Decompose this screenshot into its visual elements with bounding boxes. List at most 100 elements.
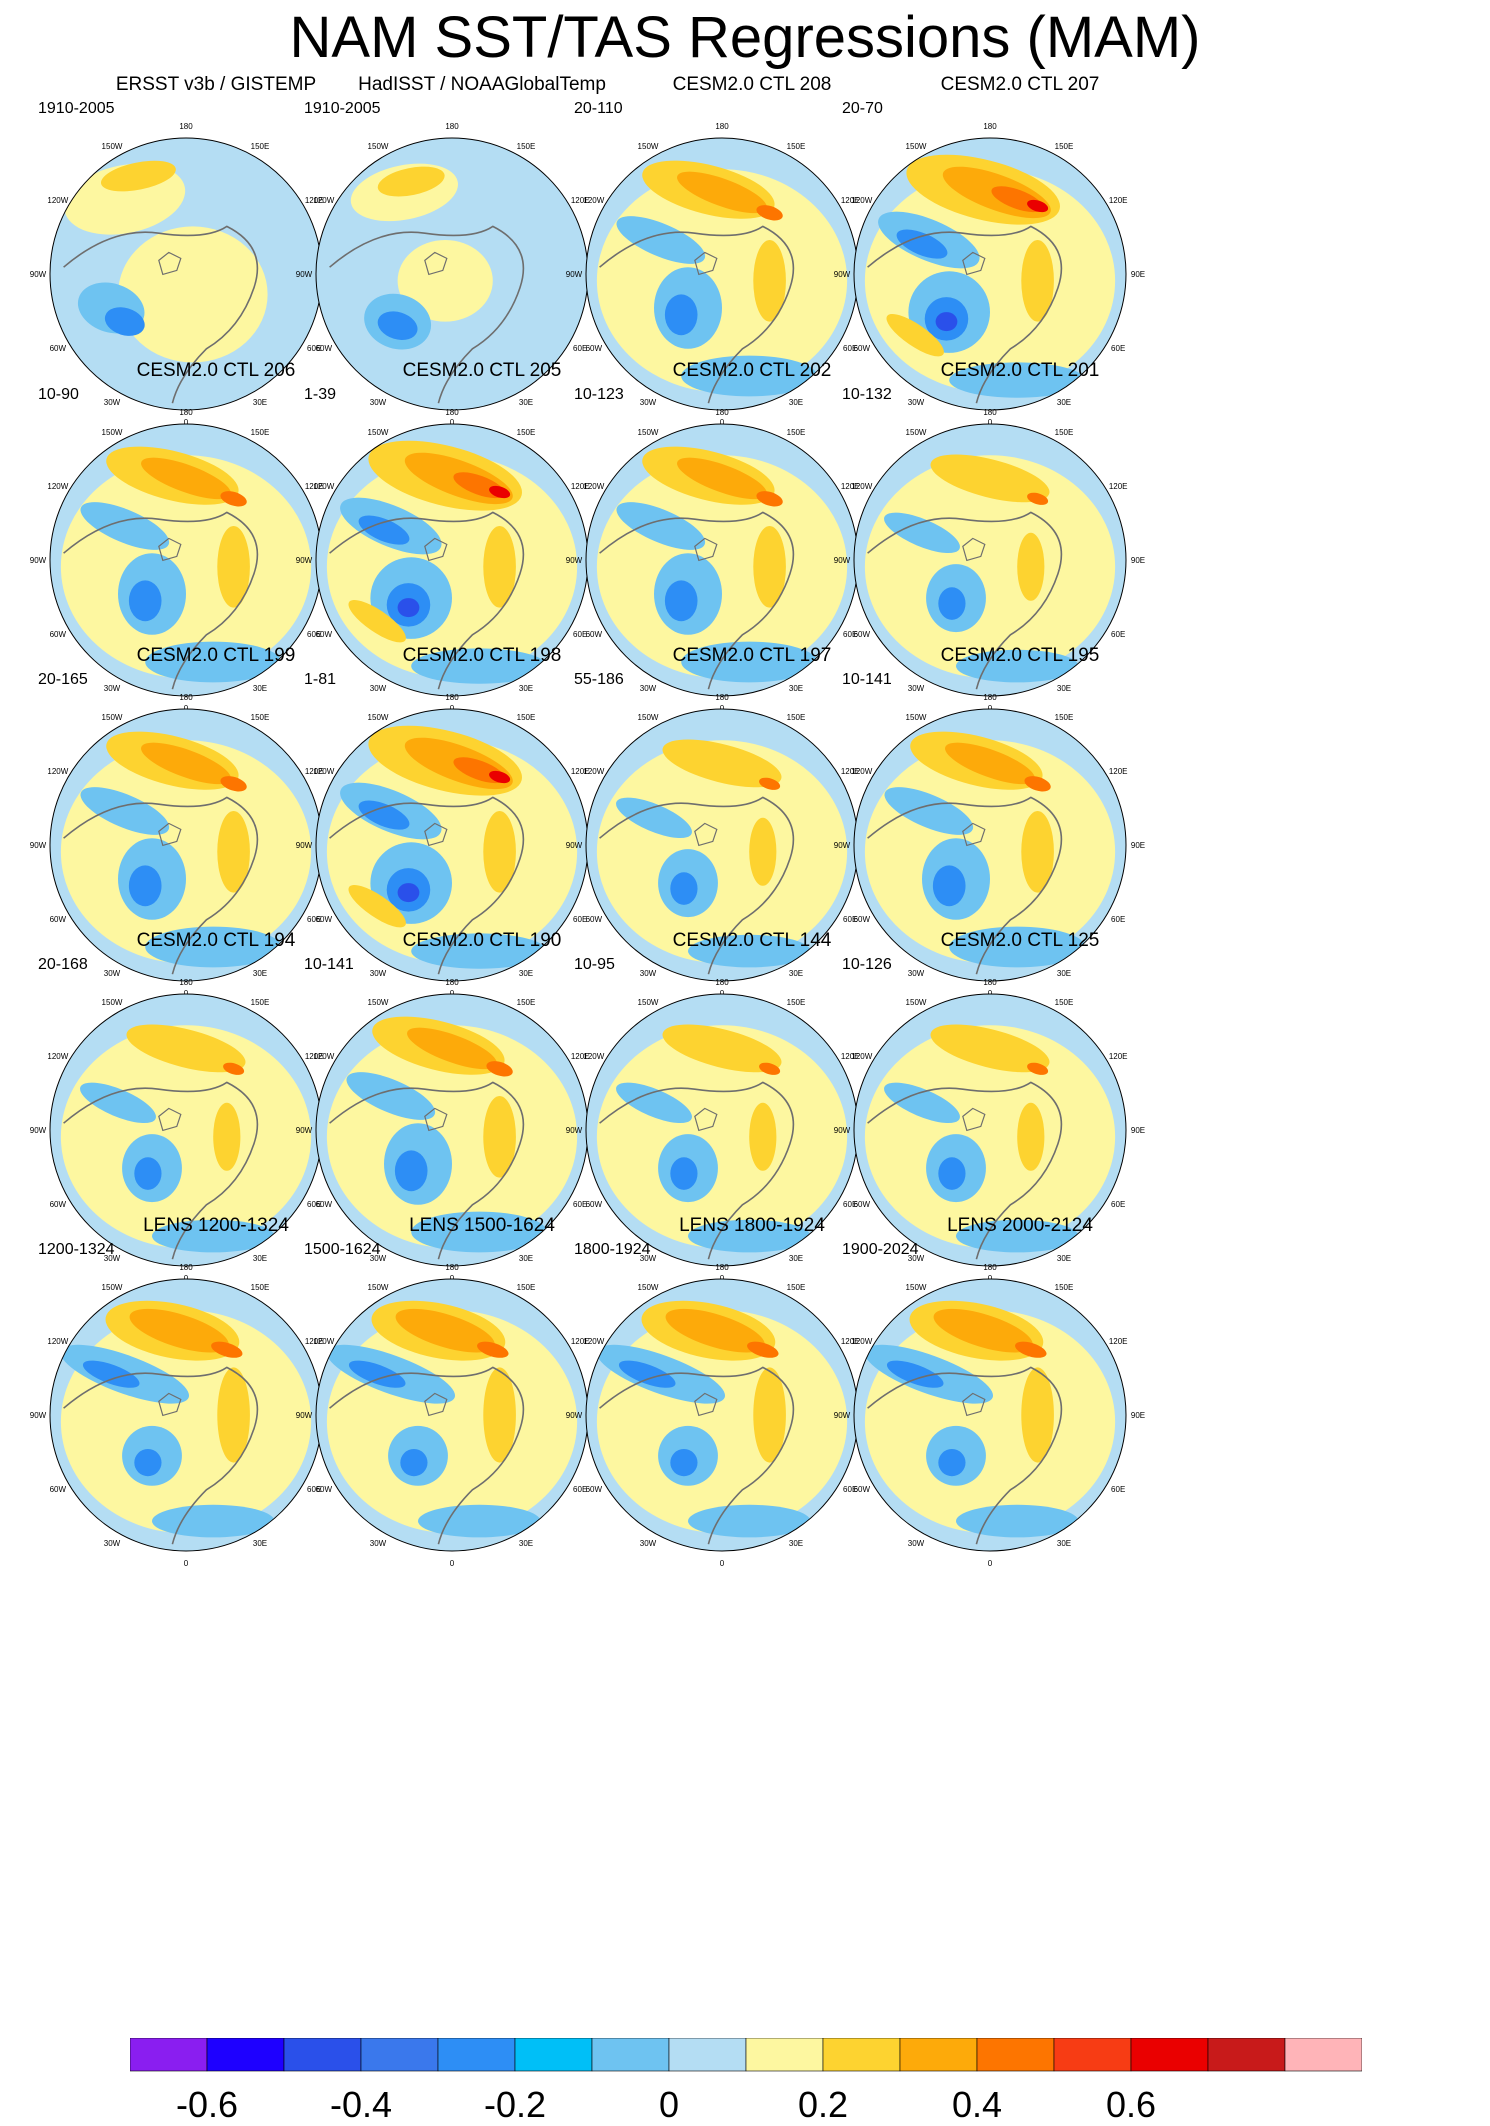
anomaly-region bbox=[1027, 1062, 1049, 1075]
anomaly-region bbox=[483, 811, 516, 893]
coastline bbox=[424, 822, 448, 847]
longitude-label: 30E bbox=[253, 1539, 267, 1548]
coastline bbox=[63, 1081, 259, 1260]
anomaly-region bbox=[753, 526, 786, 608]
anomaly-region bbox=[665, 1308, 765, 1353]
longitude-label: 150E bbox=[517, 713, 536, 722]
longitude-label: 60E bbox=[307, 344, 321, 353]
longitude-label: 60W bbox=[854, 344, 871, 353]
longitude-label: 150W bbox=[102, 142, 123, 151]
longitude-label: 60W bbox=[316, 1485, 333, 1494]
anomaly-region bbox=[217, 526, 250, 608]
anomaly-region bbox=[60, 1025, 312, 1249]
longitude-label: 90W bbox=[566, 841, 583, 850]
anomaly-region bbox=[688, 1504, 811, 1538]
longitude-label: 30W bbox=[908, 1539, 925, 1548]
longitude-label: 90W bbox=[296, 1411, 313, 1420]
coastline bbox=[424, 537, 448, 562]
longitude-label: 30E bbox=[1057, 969, 1071, 978]
figure-title: NAM SST/TAS Regressions (MAM) bbox=[289, 5, 1201, 70]
map-panel: 180150E120E90E60E30E030W60W90W120W150WCE… bbox=[566, 360, 938, 744]
anomaly-region bbox=[82, 1360, 140, 1388]
panel-year-range: 20-168 bbox=[38, 956, 88, 973]
longitude-label: 30E bbox=[789, 1539, 803, 1548]
longitude-label: 120W bbox=[47, 482, 68, 491]
longitude-label: 90E bbox=[1131, 270, 1145, 279]
coastline bbox=[694, 537, 718, 562]
anomaly-region bbox=[938, 1449, 966, 1477]
longitude-label: 0 bbox=[988, 1274, 993, 1283]
map-panel: 180150E120E90E60E30E030W60W90W120W150WCE… bbox=[566, 930, 938, 1314]
longitude-label: 120W bbox=[851, 482, 872, 491]
longitude-label: 120E bbox=[841, 767, 860, 776]
anomaly-region bbox=[933, 1308, 1033, 1353]
longitude-label: 0 bbox=[988, 1559, 993, 1568]
panel-title: CESM2.0 CTL 202 bbox=[672, 360, 832, 381]
coastline bbox=[962, 1392, 986, 1417]
anomaly-region bbox=[348, 600, 406, 643]
anomaly-region bbox=[1027, 199, 1049, 213]
longitude-label: 120W bbox=[851, 767, 872, 776]
map-boundary bbox=[853, 137, 1127, 411]
anomaly-region bbox=[932, 865, 966, 907]
longitude-label: 150W bbox=[638, 713, 659, 722]
longitude-label: 30W bbox=[640, 684, 657, 693]
longitude-label: 90E bbox=[1131, 1411, 1145, 1420]
panel-title: ERSST v3b / GISTEMP bbox=[115, 74, 317, 95]
longitude-label: 30W bbox=[104, 398, 121, 407]
longitude-label: 120E bbox=[841, 482, 860, 491]
longitude-label: 150E bbox=[787, 428, 806, 437]
panel-year-range: 10-123 bbox=[574, 386, 624, 403]
anomaly-region bbox=[864, 1025, 1116, 1249]
map-boundary bbox=[853, 423, 1127, 697]
longitude-label: 60W bbox=[50, 344, 67, 353]
anomaly-region bbox=[80, 787, 170, 835]
panel-year-range: 20-70 bbox=[842, 100, 883, 117]
longitude-label: 60E bbox=[573, 344, 587, 353]
coastline bbox=[63, 511, 259, 690]
longitude-label: 180 bbox=[179, 408, 193, 417]
longitude-label: 60E bbox=[307, 1200, 321, 1209]
coastline bbox=[329, 796, 525, 975]
colorbar-swatch bbox=[899, 2038, 978, 2072]
coastline bbox=[867, 1366, 1063, 1545]
longitude-label: 150E bbox=[1055, 428, 1074, 437]
panel-title: CESM2.0 CTL 206 bbox=[136, 360, 296, 381]
longitude-label: 180 bbox=[179, 693, 193, 702]
anomaly-region bbox=[397, 598, 420, 618]
longitude-label: 60E bbox=[1111, 1200, 1125, 1209]
longitude-label: 120E bbox=[571, 1052, 590, 1061]
colorbar-swatch bbox=[1207, 2038, 1286, 2072]
longitude-label: 120W bbox=[313, 767, 334, 776]
coastline bbox=[424, 1107, 448, 1132]
longitude-label: 120W bbox=[583, 482, 604, 491]
anomaly-region bbox=[489, 770, 511, 784]
longitude-label: 90W bbox=[834, 1126, 851, 1135]
longitude-label: 0 bbox=[184, 1274, 189, 1283]
anomaly-region bbox=[938, 1157, 966, 1190]
map-panel: 180150E120E90E60E30E030W60W90W120W150WCE… bbox=[30, 645, 402, 1029]
longitude-label: 120E bbox=[841, 1337, 860, 1346]
longitude-label: 60W bbox=[316, 344, 333, 353]
anomaly-region bbox=[949, 362, 1086, 398]
anomaly-region bbox=[688, 934, 811, 968]
panel-year-range: 1910-2005 bbox=[38, 100, 115, 117]
map-panel: 180150E120E90E60E30E030W60W90W120W150WLE… bbox=[30, 1215, 402, 1599]
longitude-label: 30W bbox=[640, 1539, 657, 1548]
anomaly-region bbox=[756, 205, 783, 221]
anomaly-region bbox=[749, 1102, 777, 1171]
longitude-label: 60E bbox=[1111, 344, 1125, 353]
anomaly-region bbox=[358, 515, 410, 545]
longitude-label: 120W bbox=[47, 1052, 68, 1061]
longitude-label: 150W bbox=[102, 998, 123, 1007]
longitude-label: 0 bbox=[450, 418, 455, 427]
panel-title: LENS 1200-1324 bbox=[143, 1215, 289, 1236]
longitude-label: 60W bbox=[586, 1485, 603, 1494]
anomaly-region bbox=[616, 502, 706, 550]
longitude-label: 150W bbox=[906, 142, 927, 151]
longitude-label: 30E bbox=[1057, 1539, 1071, 1548]
anomaly-region bbox=[100, 160, 176, 192]
